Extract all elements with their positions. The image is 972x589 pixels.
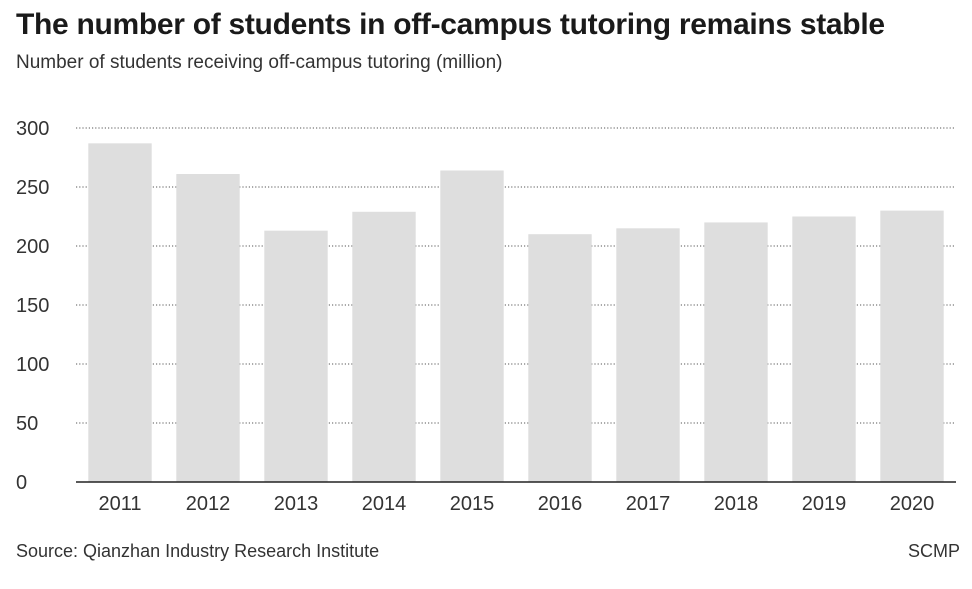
bar-2020 xyxy=(880,210,944,482)
source-note: Source: Qianzhan Industry Research Insti… xyxy=(16,541,380,561)
bar-2014 xyxy=(352,211,416,482)
axes: 0 50 100 150 200 250 300 2011 2012 2013 2014 2015 20… xyxy=(16,118,956,515)
x-tick-label: 2012 xyxy=(186,493,231,515)
bar-2015 xyxy=(440,170,504,483)
bars xyxy=(88,143,944,483)
x-tick-label: 2013 xyxy=(274,493,319,515)
credit-label: SCMP xyxy=(907,541,960,561)
x-tick-label: 2014 xyxy=(362,493,407,515)
y-tick-label: 300 xyxy=(16,118,49,140)
chart-title: The number of students in off-campus tut… xyxy=(16,8,885,41)
y-tick-label: 200 xyxy=(16,236,49,258)
x-tick-label: 2011 xyxy=(98,493,141,515)
x-tick-label: 2019 xyxy=(802,493,847,515)
x-tick-label: 2018 xyxy=(714,493,759,515)
y-tick-label: 100 xyxy=(16,354,49,376)
bar-2017 xyxy=(616,228,680,482)
x-tick-label: 2015 xyxy=(450,493,495,515)
x-tick-label: 2020 xyxy=(890,493,935,515)
bar-2018 xyxy=(704,222,768,482)
bar-2012 xyxy=(176,174,240,482)
y-tick-label: 0 xyxy=(16,472,27,494)
bar-2011 xyxy=(88,143,152,482)
bar-2019 xyxy=(792,216,856,482)
y-tick-label: 150 xyxy=(16,295,49,317)
chart-subtitle: Number of students receiving off-campus … xyxy=(16,52,503,73)
x-tick-label: 2016 xyxy=(538,493,583,515)
y-tick-label: 250 xyxy=(16,177,49,199)
x-tick-label: 2017 xyxy=(626,493,671,515)
bar-2016 xyxy=(528,234,592,482)
y-tick-label: 50 xyxy=(16,413,38,435)
bar-2013 xyxy=(264,230,328,482)
